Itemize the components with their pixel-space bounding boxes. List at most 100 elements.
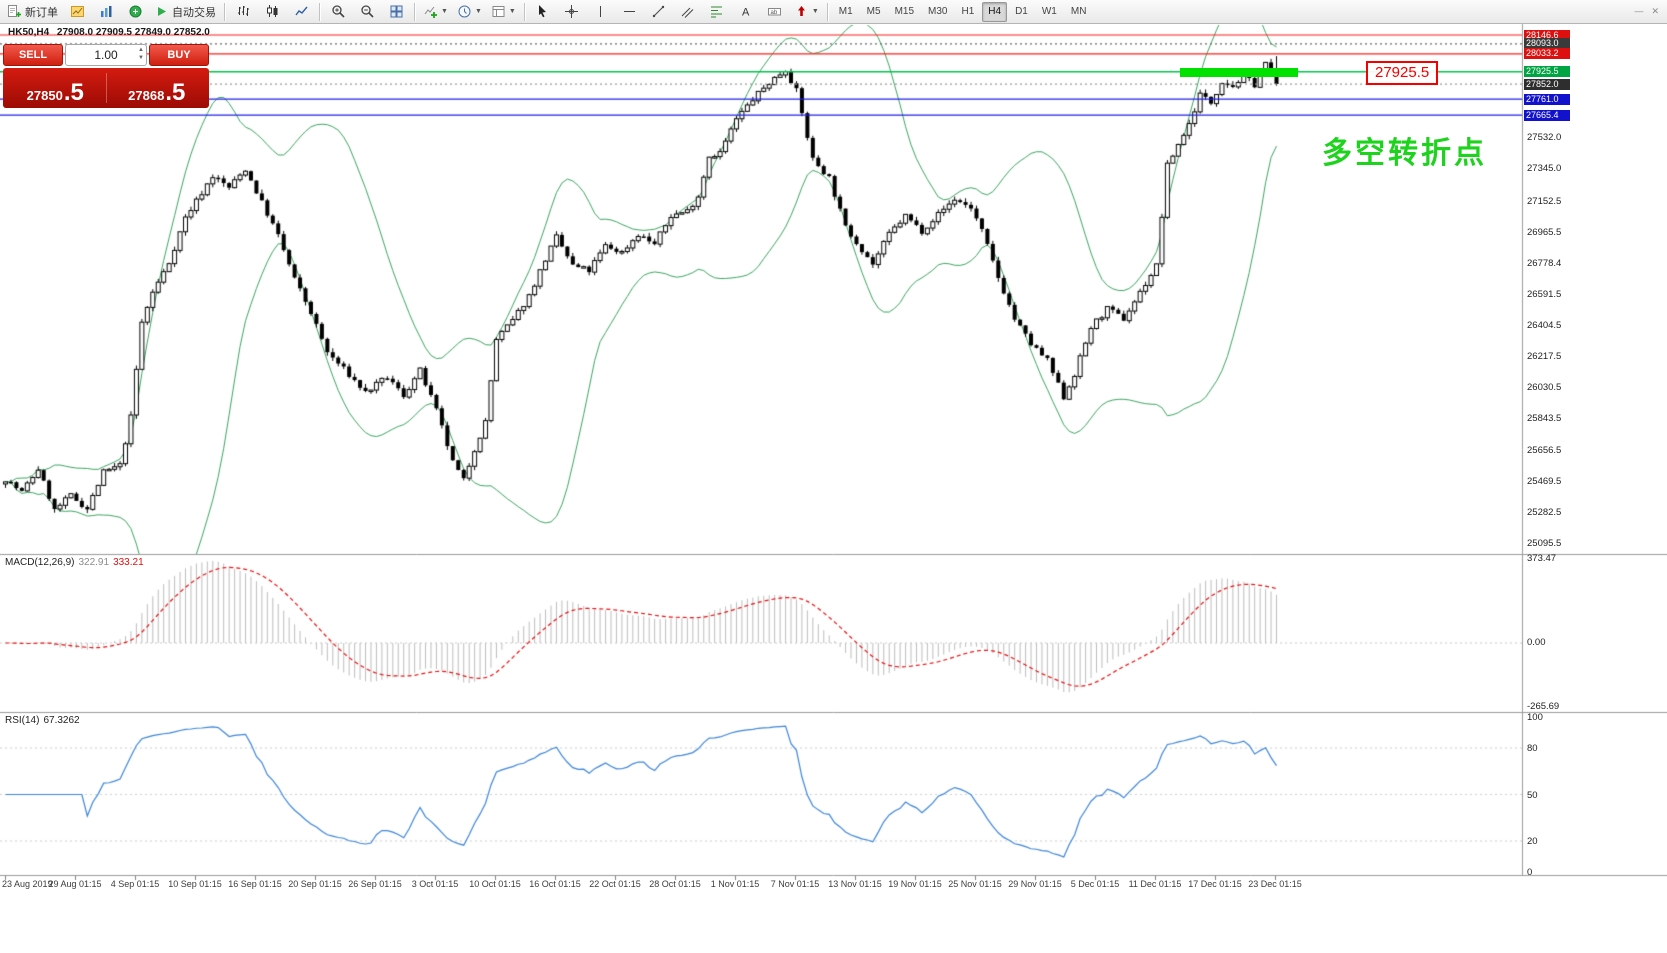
market-watch-button[interactable] (63, 1, 91, 23)
highlight-zone[interactable] (1180, 67, 1298, 77)
price-callout-label[interactable]: 27925.5 (1366, 61, 1439, 85)
text-tool-button[interactable]: A (732, 1, 760, 23)
zoom-out-button[interactable] (353, 1, 381, 23)
tile-windows-button[interactable] (382, 1, 410, 23)
timeframe-button-h4[interactable]: H4 (982, 1, 1008, 22)
close-icon[interactable]: ✕ (1651, 6, 1659, 16)
new-order-icon (7, 4, 22, 19)
zoom-in-button[interactable] (324, 1, 352, 23)
price-line-label: 27665.4 (1524, 109, 1570, 121)
timeframe-button-mn[interactable]: MN (1070, 6, 1087, 17)
time-axis-label: 23 Aug 2019 (2, 879, 53, 889)
fibonacci-tool-button[interactable] (703, 1, 731, 23)
toolbar-separator (224, 2, 225, 21)
minimize-icon[interactable]: — (1634, 6, 1644, 16)
buy-button[interactable]: BUY (149, 44, 209, 66)
toolbar: 新订单 自动交易 ▼ ▼ ▼ A (0, 0, 1667, 24)
price-line-label: 27761.0 (1524, 93, 1570, 105)
candlestick-icon (265, 4, 280, 19)
terminal-icon (128, 4, 143, 19)
time-axis-label: 11 Dec 01:15 (1128, 879, 1182, 889)
text-label-tool-button[interactable]: ab (761, 1, 789, 23)
time-axis-label: 3 Oct 01:15 (411, 879, 459, 889)
trendline-icon (651, 4, 666, 19)
bar-chart-button[interactable] (229, 1, 257, 23)
time-axis-label: 26 Sep 01:15 (348, 879, 402, 889)
navigator-button[interactable] (92, 1, 120, 23)
crosshair-tool-button[interactable] (558, 1, 586, 23)
chart-text-annotation[interactable]: 多空转折点 (1322, 137, 1487, 170)
macd-header: MACD(12,26,9) 322.91 333.21 (5, 557, 144, 568)
autotrading-button[interactable]: 自动交易 (150, 1, 220, 23)
candlestick-chart-button[interactable] (258, 1, 286, 23)
autotrading-icon (154, 4, 169, 19)
new-order-label: 新订单 (25, 6, 58, 19)
price-line-label: 28033.2 (1524, 48, 1570, 60)
price-axis-tick: 25843.5 (1527, 413, 1562, 425)
time-axis-label: 16 Sep 01:15 (228, 879, 282, 889)
time-axis-label: 29 Aug 01:15 (48, 879, 102, 889)
timeframe-button-m1[interactable]: M1 (838, 6, 853, 17)
cursor-tool-button[interactable] (529, 1, 557, 23)
timeframe-button-m15[interactable]: M15 (894, 6, 915, 17)
market-watch-icon (70, 4, 85, 19)
channel-icon (680, 4, 695, 19)
time-axis-label: 13 Nov 01:15 (828, 879, 882, 889)
chevron-down-icon: ▼ (474, 8, 482, 15)
time-axis-label: 10 Sep 01:15 (168, 879, 222, 889)
time-axis-label: 10 Oct 01:15 (469, 879, 521, 889)
arrows-tool-button[interactable]: ▼ (790, 1, 823, 23)
spinner-down-icon[interactable]: ▼ (138, 55, 144, 61)
rsi-axis-tick: 80 (1527, 743, 1538, 754)
templates-button[interactable]: ▼ (487, 1, 520, 23)
fibonacci-icon (709, 4, 724, 19)
volume-spinner[interactable]: ▲ ▼ (138, 46, 144, 62)
timeframe-button-w1[interactable]: W1 (1041, 6, 1057, 17)
price-line-label: 28146.6 (1524, 29, 1570, 41)
price-axis-tick: 27152.5 (1527, 195, 1562, 207)
periods-button[interactable]: ▼ (453, 1, 486, 23)
toolbar-separator (826, 2, 828, 21)
chevron-down-icon: ▼ (508, 8, 516, 15)
toolbar-separator (319, 2, 320, 21)
svg-text:A: A (742, 7, 750, 19)
price-axis-tick: 26965.5 (1527, 226, 1562, 238)
macd-axis-zero: 0.00 (1527, 637, 1546, 648)
trendline-tool-button[interactable] (645, 1, 673, 23)
rsi-axis-tick: 20 (1527, 836, 1538, 847)
zoom-in-icon (331, 4, 346, 19)
timeframe-button-h1[interactable]: H1 (961, 6, 975, 17)
timeframe-button-m5[interactable]: M5 (866, 6, 881, 17)
bar-chart-icon (236, 4, 251, 19)
one-click-trading-panel: SELL 1.00 ▲ ▼ BUY 27850.5 27868.5 (3, 44, 209, 108)
ohlc-values: 27908.0 27909.5 27849.0 27852.0 (56, 27, 210, 38)
price-axis-tick: 26030.5 (1527, 382, 1562, 394)
timeframe-button-d1[interactable]: D1 (1015, 6, 1028, 17)
channel-tool-button[interactable] (674, 1, 702, 23)
horizontal-line-tool-button[interactable] (616, 1, 644, 23)
text-icon: A (738, 4, 753, 19)
chevron-down-icon: ▼ (441, 8, 448, 15)
buy-price[interactable]: 27868.5 (107, 81, 208, 105)
cursor-icon (535, 4, 550, 19)
timeframe-button-m30[interactable]: M30 (928, 6, 948, 17)
price-axis-tick: 25656.5 (1527, 444, 1562, 456)
sell-button[interactable]: SELL (3, 44, 63, 66)
buy-price-int: 27868 (128, 88, 165, 103)
vertical-line-tool-button[interactable] (587, 1, 615, 23)
new-order-button[interactable]: 新订单 (3, 1, 62, 23)
terminal-button[interactable] (121, 1, 149, 23)
svg-text:ab: ab (771, 10, 778, 16)
chart-ohlc-header: HK50,H4 27908.0 27909.5 27849.0 27852.0 (8, 27, 210, 38)
indicators-button[interactable]: ▼ (419, 1, 452, 23)
line-chart-button[interactable] (287, 1, 315, 23)
sell-price[interactable]: 27850.5 (5, 81, 106, 105)
rsi-header: RSI(14) 67.3262 (5, 715, 80, 726)
spinner-up-icon[interactable]: ▲ (138, 47, 144, 53)
arrow-icon (794, 4, 809, 19)
price-line-label: 27925.5 (1524, 66, 1570, 78)
price-axis-tick: 25095.5 (1527, 537, 1562, 549)
volume-input[interactable]: 1.00 ▲ ▼ (65, 44, 147, 66)
